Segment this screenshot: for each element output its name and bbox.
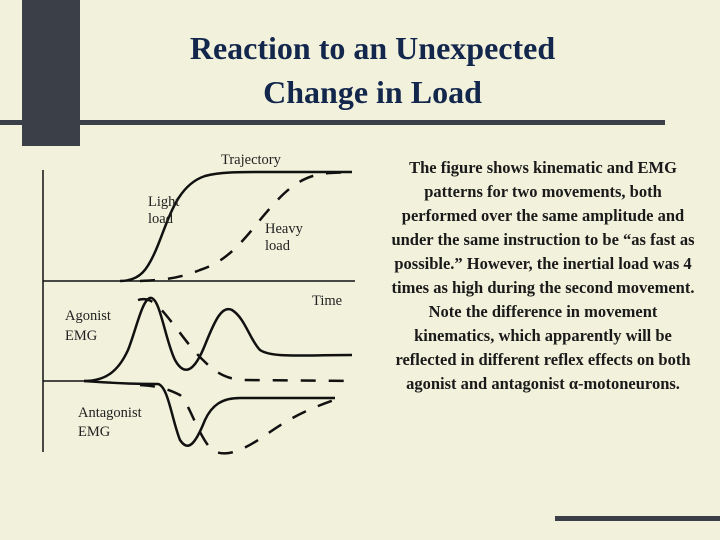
agonist-emg-label-line2: EMG	[65, 328, 98, 344]
heavy-load-label-line1: Heavy	[265, 221, 304, 237]
heavy-load-trajectory-curve	[139, 170, 353, 283]
agonist-emg-label-line1: Agonist	[65, 308, 111, 324]
description-text: The figure shows kinematic and EMG patte…	[391, 158, 695, 393]
antagonist-emg-light-curve	[83, 379, 335, 447]
antagonist-emg-label-line1: Antagonist	[78, 405, 142, 421]
title-divider-bar	[0, 120, 665, 125]
agonist-emg-light-curve	[83, 296, 353, 383]
slide-title-line2: Change in Load	[263, 74, 482, 110]
trajectory-label: Trajectory	[221, 152, 282, 168]
slide-title-line1: Reaction to an Unexpected	[189, 30, 556, 66]
light-load-label-line1: Light	[148, 194, 179, 210]
antagonist-emg-label-line2: EMG	[78, 424, 111, 440]
bottom-accent-bar	[555, 516, 720, 521]
agonist-emg-heavy-curve	[137, 297, 353, 383]
light-load-trajectory-curve	[119, 170, 352, 283]
light-load-label-line2: load	[148, 211, 174, 227]
antagonist-emg-heavy-curve	[139, 383, 341, 455]
time-axis-label: Time	[312, 293, 342, 309]
heavy-load-label-line2: load	[265, 238, 291, 254]
slide-title: Reaction to an Unexpected Change in Load	[100, 26, 645, 114]
